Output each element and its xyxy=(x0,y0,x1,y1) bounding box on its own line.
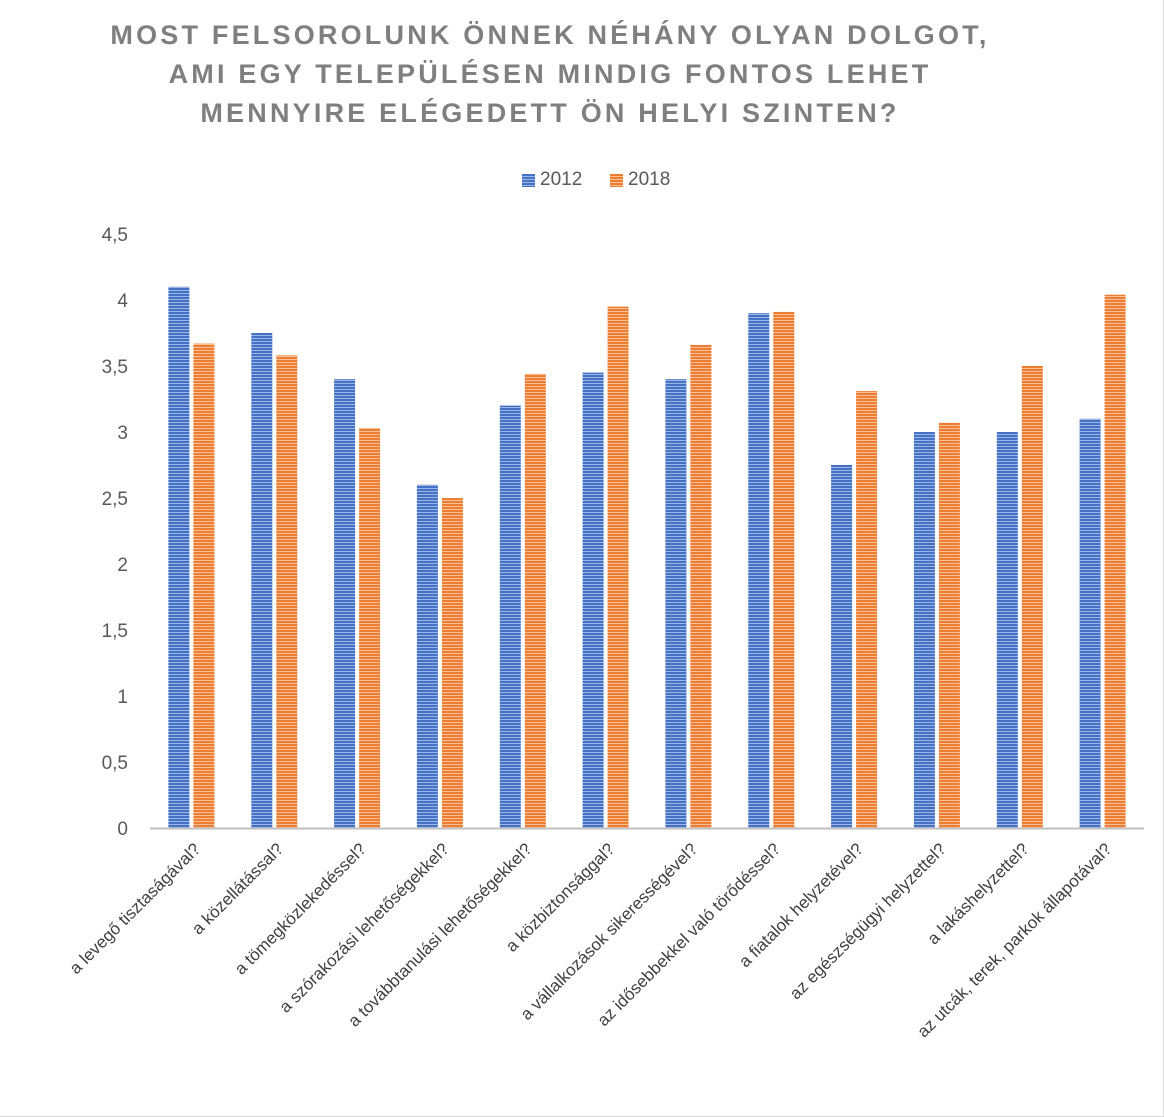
bar-2012 xyxy=(251,333,273,828)
legend-item-2018: 2018 xyxy=(610,168,670,192)
chart-title-line-1: MOST FELSOROLUNK ÖNNEK NÉHÁNY OLYAN DOLG… xyxy=(110,20,990,50)
y-tick-label: 0,5 xyxy=(102,753,128,774)
bar-2018 xyxy=(856,391,878,828)
y-tick-label: 4 xyxy=(117,291,128,312)
legend-label-2012: 2012 xyxy=(540,169,583,190)
y-tick-label: 1 xyxy=(117,687,128,708)
legend-swatch-2012 xyxy=(522,173,535,187)
bar-2012 xyxy=(168,286,190,828)
y-axis-tick-labels: 0 0,5 1 1,5 2 2,5 3 3,5 4 4,5 xyxy=(102,225,129,840)
y-tick-label: 1,5 xyxy=(102,621,128,642)
bar-2018 xyxy=(1021,366,1043,828)
y-tick-label: 2,5 xyxy=(102,489,128,510)
bar-2012 xyxy=(831,465,853,828)
bar-2012 xyxy=(582,372,604,828)
legend-label-2018: 2018 xyxy=(628,169,671,190)
bar-2018 xyxy=(359,428,381,828)
bar-2018 xyxy=(938,422,960,828)
bar-series xyxy=(168,286,1126,829)
bar-2012 xyxy=(913,432,935,828)
x-category-label: az idősebbekkel való törődéssel? xyxy=(594,839,785,1030)
x-category-label: a szórakozási lehetőségekkel? xyxy=(276,839,453,1016)
bar-2012 xyxy=(416,484,438,828)
chart-title-line-2: AMI EGY TELEPÜLÉSEN MINDIG FONTOS LEHET xyxy=(168,59,932,89)
bar-2012 xyxy=(996,432,1018,828)
bar-2018 xyxy=(441,498,463,828)
x-category-label: a továbbtanulási lehetőségekkel? xyxy=(344,839,535,1030)
bar-2018 xyxy=(1104,294,1126,828)
bar-2018 xyxy=(690,344,712,828)
y-tick-label: 3,5 xyxy=(102,357,128,378)
legend-swatch-2018 xyxy=(610,173,623,187)
y-tick-label: 2 xyxy=(117,555,128,576)
chart-legend: 2012 2018 xyxy=(500,168,700,192)
y-tick-label: 4,5 xyxy=(102,225,128,246)
y-tick-label: 0 xyxy=(117,819,128,840)
bar-2018 xyxy=(773,311,795,828)
bar-2012 xyxy=(334,379,356,828)
x-category-label: az egészségügyi helyzettel? xyxy=(786,839,950,1003)
bar-2012 xyxy=(748,313,770,828)
y-tick-label: 3 xyxy=(117,423,128,444)
bar-2018 xyxy=(193,343,215,828)
x-category-label: a levegő tisztaságával? xyxy=(66,839,204,977)
bar-2012 xyxy=(665,379,687,828)
legend-item-2012: 2012 xyxy=(522,168,582,192)
bar-2018 xyxy=(276,355,298,828)
bar-2018 xyxy=(607,306,629,829)
x-axis-category-labels: a levegő tisztaságával?a közellátással?a… xyxy=(66,839,1116,1041)
bar-2018 xyxy=(524,373,546,828)
bar-2012 xyxy=(1079,418,1101,828)
chart-title-line-3: MENNYIRE ELÉGEDETT ÖN HELYI SZINTEN? xyxy=(200,98,900,128)
bar-2012 xyxy=(499,405,521,828)
x-category-label: a vállalkozások sikerességével? xyxy=(517,839,701,1023)
